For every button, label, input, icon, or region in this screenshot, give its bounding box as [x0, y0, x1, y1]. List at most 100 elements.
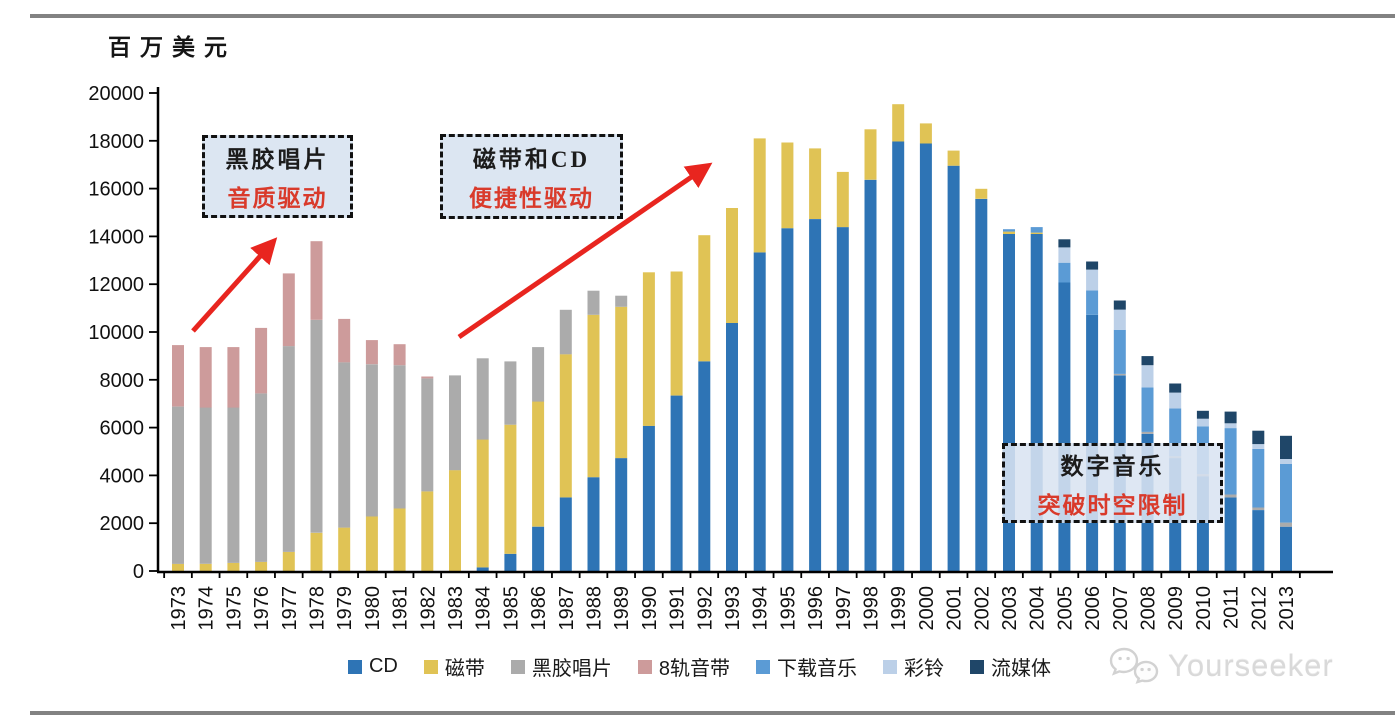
- bar-segment-黑胶唱片-1987: [559, 309, 572, 355]
- bar-segment-下载音乐-2003: [1003, 229, 1015, 232]
- legend-item-CD: CD: [347, 655, 398, 678]
- x-axis-year-label: 1999: [888, 586, 910, 631]
- bar-segment-黑胶唱片-2012: [1252, 507, 1265, 510]
- x-axis-year-label: 2005: [1054, 586, 1076, 631]
- bar-segment-磁带-1991: [670, 271, 683, 396]
- y-axis-tick-label: 6000: [100, 418, 145, 440]
- x-axis-year-label: 1982: [417, 586, 439, 631]
- bar-segment-CD-1993: [726, 322, 738, 571]
- bar-segment-CD-1986: [532, 526, 545, 571]
- x-axis-year-label: 2006: [1082, 586, 1104, 631]
- bar-segment-黑胶唱片-1981: [393, 365, 406, 509]
- y-axis-tick-label: 18000: [88, 131, 144, 153]
- y-axis-tick-label: 20000: [88, 83, 144, 105]
- bar-segment-磁带-1996: [809, 148, 822, 219]
- x-axis-year-label: 1987: [556, 586, 578, 631]
- bar-segment-黑胶唱片-1984: [476, 358, 489, 440]
- bar-segment-流媒体-2009: [1169, 383, 1182, 393]
- callout-digital: 数字音乐 突破时空限制: [1002, 443, 1223, 523]
- x-axis-year-label: 1993: [722, 586, 744, 631]
- legend-swatch: [347, 659, 362, 674]
- bar-segment-8轨音带-1974: [199, 347, 212, 408]
- bar-segment-CD-2013: [1280, 526, 1292, 571]
- bar-segment-黑胶唱片-2013: [1280, 522, 1292, 527]
- x-axis-year-label: 1984: [473, 586, 495, 631]
- bar-segment-彩铃-2013: [1280, 459, 1292, 464]
- bar-segment-下载音乐-2004: [1030, 227, 1043, 233]
- bar-segment-磁带-1978: [310, 532, 323, 571]
- bar-segment-CD-1996: [809, 219, 822, 571]
- bar-segment-磁带-1992: [698, 235, 711, 362]
- bar-segment-CD-1992: [698, 361, 711, 571]
- callout-digital-title: 数字音乐: [1060, 453, 1165, 479]
- bar-segment-磁带-1984: [476, 439, 489, 568]
- bar-segment-磁带-1973: [172, 563, 184, 571]
- callout-vinyl-title: 黑胶唱片: [225, 147, 330, 172]
- bar-segment-CD-1997: [836, 227, 849, 571]
- bar-segment-磁带-1977: [282, 551, 295, 571]
- x-axis-year-label: 1994: [750, 586, 772, 631]
- y-axis-tick-label: 2000: [100, 513, 145, 535]
- bar-segment-下载音乐-2011: [1224, 428, 1237, 495]
- y-axis-tick-label: 16000: [88, 179, 144, 201]
- bar-segment-CD-2012: [1252, 510, 1265, 571]
- legend-item-流媒体: 流媒体: [970, 652, 1051, 681]
- x-axis-year-label: 1978: [307, 586, 329, 631]
- bar-segment-黑胶唱片-1975: [227, 407, 240, 563]
- legend-label: 彩铃: [904, 658, 944, 680]
- callout-cassette-cd-subtitle: 便捷性驱动: [469, 186, 594, 211]
- bar-segment-黑胶唱片-1977: [282, 346, 295, 552]
- bar-segment-黑胶唱片-1976: [255, 393, 268, 562]
- legend-item-磁带: 磁带: [423, 652, 485, 681]
- callout-vinyl: 黑胶唱片 音质驱动: [202, 135, 353, 218]
- x-axis-year-label: 1981: [390, 586, 412, 631]
- bar-segment-黑胶唱片-2007: [1113, 373, 1126, 376]
- legend-swatch: [510, 659, 525, 674]
- legend-label: 磁带: [444, 658, 485, 680]
- bar-segment-CD-1989: [615, 458, 628, 571]
- x-axis-year-label: 1973: [168, 586, 190, 631]
- bar-segment-流媒体-2006: [1086, 261, 1099, 270]
- bar-segment-流媒体-2010: [1196, 410, 1209, 419]
- legend-swatch: [970, 659, 984, 674]
- bar-segment-磁带-1990: [642, 272, 655, 426]
- bar-segment-彩铃-2010: [1196, 418, 1209, 427]
- bar-segment-磁带-1974: [199, 563, 212, 571]
- bar-segment-8轨音带-1978: [310, 241, 323, 320]
- legend-item-黑胶唱片: 黑胶唱片: [510, 652, 612, 681]
- legend-item-8轨音带: 8轨音带: [637, 652, 730, 681]
- x-axis-year-label: 1979: [334, 586, 356, 631]
- bar-segment-磁带-1982: [421, 491, 434, 571]
- x-axis-year-label: 2002: [971, 586, 993, 631]
- bar-segment-黑胶唱片-1988: [587, 290, 600, 315]
- x-axis-year-label: 1986: [528, 586, 550, 631]
- bar-segment-流媒体-2008: [1141, 356, 1154, 366]
- y-axis-tick-label: 10000: [88, 322, 144, 344]
- bar-segment-黑胶唱片-1982: [421, 378, 434, 492]
- legend-swatch: [883, 659, 897, 674]
- watermark: Yourseeker: [1108, 644, 1334, 688]
- watermark-text: Yourseeker: [1168, 648, 1334, 683]
- bar-segment-磁带-1995: [781, 142, 794, 229]
- legend-label: 下载音乐: [777, 658, 857, 680]
- bar-segment-磁带-1985: [504, 424, 517, 554]
- bar-segment-CD-2002: [975, 198, 988, 571]
- x-axis-year-label: 1983: [445, 586, 467, 631]
- bar-segment-下载音乐-2007: [1113, 329, 1126, 374]
- bar-segment-黑胶唱片-1985: [504, 361, 517, 425]
- bar-segment-磁带-2003: [1003, 231, 1015, 234]
- x-axis-year-label: 1991: [667, 586, 689, 631]
- x-axis-year-label: 1976: [251, 586, 273, 631]
- bar-segment-磁带-2001: [947, 150, 960, 166]
- y-axis-tick-label: 4000: [100, 465, 145, 487]
- bar-segment-黑胶唱片-1979: [338, 362, 351, 528]
- bar-segment-CD-1987: [559, 497, 572, 571]
- x-axis-year-label: 2007: [1110, 586, 1132, 631]
- bar-segment-流媒体-2012: [1252, 430, 1265, 445]
- x-axis-year-label: 2009: [1165, 586, 1187, 631]
- bar-segment-黑胶唱片-1989: [615, 295, 628, 307]
- bar-segment-8轨音带-1979: [338, 318, 351, 363]
- legend-swatch: [756, 659, 770, 674]
- bar-segment-黑胶唱片-1974: [199, 407, 212, 564]
